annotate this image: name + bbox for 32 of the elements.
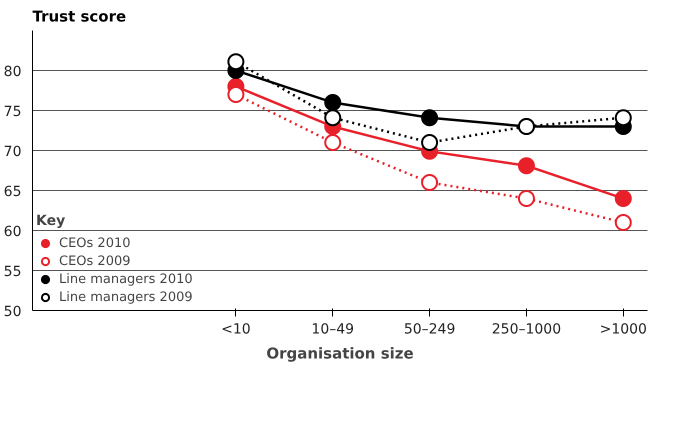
y-tick-label: 80 xyxy=(4,64,22,80)
y-tick-label: 55 xyxy=(4,264,22,280)
y-tick-label: 65 xyxy=(4,184,22,200)
point xyxy=(518,190,535,207)
legend-label: Line managers 2010 xyxy=(59,270,193,288)
point xyxy=(421,134,438,151)
y-tick-label: 70 xyxy=(4,144,22,160)
point xyxy=(421,109,438,126)
point xyxy=(324,94,342,111)
legend-label: Line managers 2009 xyxy=(59,288,193,306)
x-tick-label: <10 xyxy=(221,322,251,338)
x-axis-title: Organisation size xyxy=(266,344,414,362)
legend-label: CEOs 2009 xyxy=(59,252,131,270)
y-tick-label: 60 xyxy=(4,224,22,240)
x-tick-label: 250–1000 xyxy=(492,322,562,338)
point xyxy=(227,86,244,103)
point xyxy=(518,157,535,174)
point xyxy=(227,53,244,70)
y-tick-label: 50 xyxy=(4,304,22,320)
point xyxy=(614,214,632,231)
x-tick-label: 50–249 xyxy=(404,322,456,338)
point xyxy=(614,109,632,126)
x-tick-label: >1000 xyxy=(600,322,647,338)
legend-title: Key xyxy=(36,213,66,229)
legend-label: CEOs 2010 xyxy=(59,234,131,252)
point xyxy=(324,109,342,126)
point xyxy=(421,174,438,191)
point xyxy=(324,134,342,151)
y-tick-label: 75 xyxy=(4,104,22,120)
point xyxy=(614,190,632,207)
chart-title: Trust score xyxy=(32,8,126,26)
x-tick-label: 10–49 xyxy=(311,322,354,338)
